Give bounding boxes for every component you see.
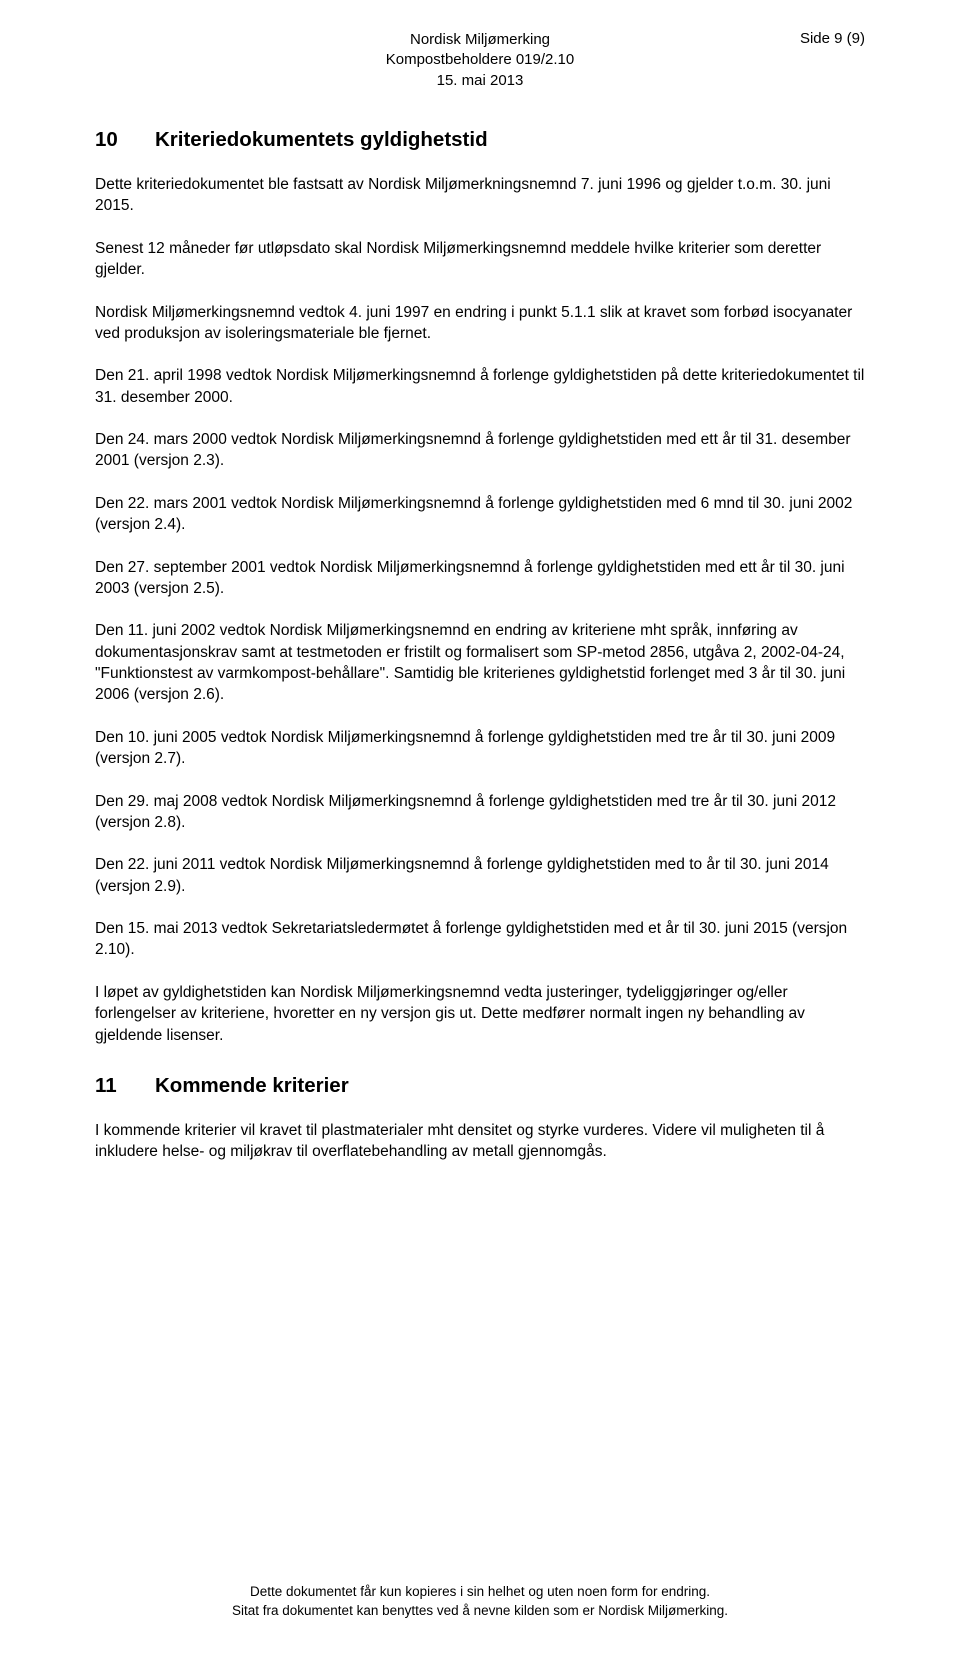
paragraph: Den 22. juni 2011 vedtok Nordisk Miljøme… <box>95 854 865 897</box>
document-body: 10 Kriteriedokumentets gyldighetstid Det… <box>95 128 865 1163</box>
section-10-heading: 10 Kriteriedokumentets gyldighetstid <box>95 128 865 152</box>
section-number: 11 <box>95 1074 155 1098</box>
paragraph: Den 21. april 1998 vedtok Nordisk Miljøm… <box>95 365 865 408</box>
paragraph: Den 10. juni 2005 vedtok Nordisk Miljøme… <box>95 727 865 770</box>
paragraph: Den 22. mars 2001 vedtok Nordisk Miljøme… <box>95 493 865 536</box>
paragraph: Den 11. juni 2002 vedtok Nordisk Miljøme… <box>95 620 865 706</box>
paragraph: Nordisk Miljømerkingsnemnd vedtok 4. jun… <box>95 302 865 345</box>
page-number: Side 9 (9) <box>800 30 865 47</box>
footer-line-2: Sitat fra dokumentet kan benyttes ved å … <box>232 1603 728 1618</box>
paragraph: Den 29. maj 2008 vedtok Nordisk Miljømer… <box>95 791 865 834</box>
paragraph: I kommende kriterier vil kravet til plas… <box>95 1120 865 1163</box>
header-line-2: Kompostbeholdere 019/2.10 <box>386 51 574 68</box>
document-footer: Dette dokumentet får kun kopieres i sin … <box>0 1583 960 1621</box>
paragraph: Den 15. mai 2013 vedtok Sekretariatslede… <box>95 918 865 961</box>
paragraph: Senest 12 måneder før utløpsdato skal No… <box>95 238 865 281</box>
section-title-text: Kommende kriterier <box>155 1074 349 1098</box>
paragraph: I løpet av gyldighetstiden kan Nordisk M… <box>95 982 865 1046</box>
header-line-3: 15. mai 2013 <box>437 72 524 89</box>
section-number: 10 <box>95 128 155 152</box>
section-title-text: Kriteriedokumentets gyldighetstid <box>155 128 488 152</box>
header-line-1: Nordisk Miljømerking <box>410 31 550 48</box>
paragraph: Dette kriteriedokumentet ble fastsatt av… <box>95 174 865 217</box>
paragraph: Den 27. september 2001 vedtok Nordisk Mi… <box>95 557 865 600</box>
footer-line-1: Dette dokumentet får kun kopieres i sin … <box>250 1584 710 1599</box>
paragraph: Den 24. mars 2000 vedtok Nordisk Miljøme… <box>95 429 865 472</box>
section-11-heading: 11 Kommende kriterier <box>95 1074 865 1098</box>
